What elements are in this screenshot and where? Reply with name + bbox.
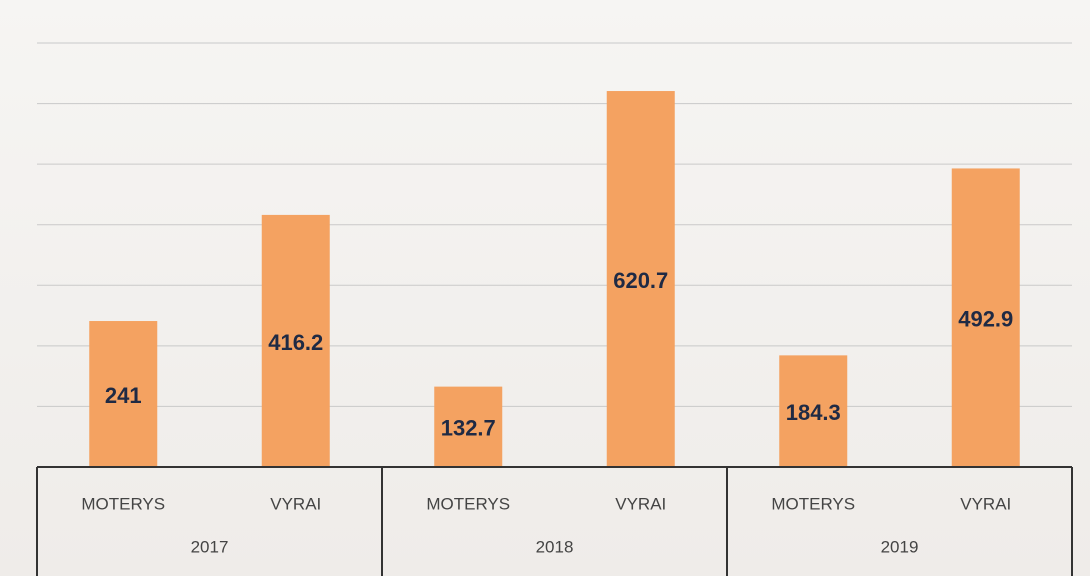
group-label: 2019: [881, 537, 919, 556]
value-label: 416.2: [268, 330, 323, 355]
value-label: 132.7: [441, 416, 496, 441]
x-tick-label: VYRAI: [270, 494, 321, 513]
group-label: 2018: [536, 537, 574, 556]
x-tick-label: MOTERYS: [81, 494, 165, 513]
bar: [779, 355, 848, 467]
group-label: 2017: [191, 537, 229, 556]
value-label: 620.7: [613, 268, 668, 293]
bar: [434, 386, 503, 467]
value-label: 184.3: [786, 400, 841, 425]
bar: [261, 214, 330, 467]
x-tick-label: VYRAI: [615, 494, 666, 513]
x-tick-label: VYRAI: [960, 494, 1011, 513]
value-label: 492.9: [958, 307, 1013, 332]
bar: [951, 168, 1020, 468]
bar: [89, 321, 158, 467]
bar: [606, 91, 675, 467]
x-tick-label: MOTERYS: [426, 494, 510, 513]
x-tick-label: MOTERYS: [771, 494, 855, 513]
value-label: 241: [105, 383, 142, 408]
